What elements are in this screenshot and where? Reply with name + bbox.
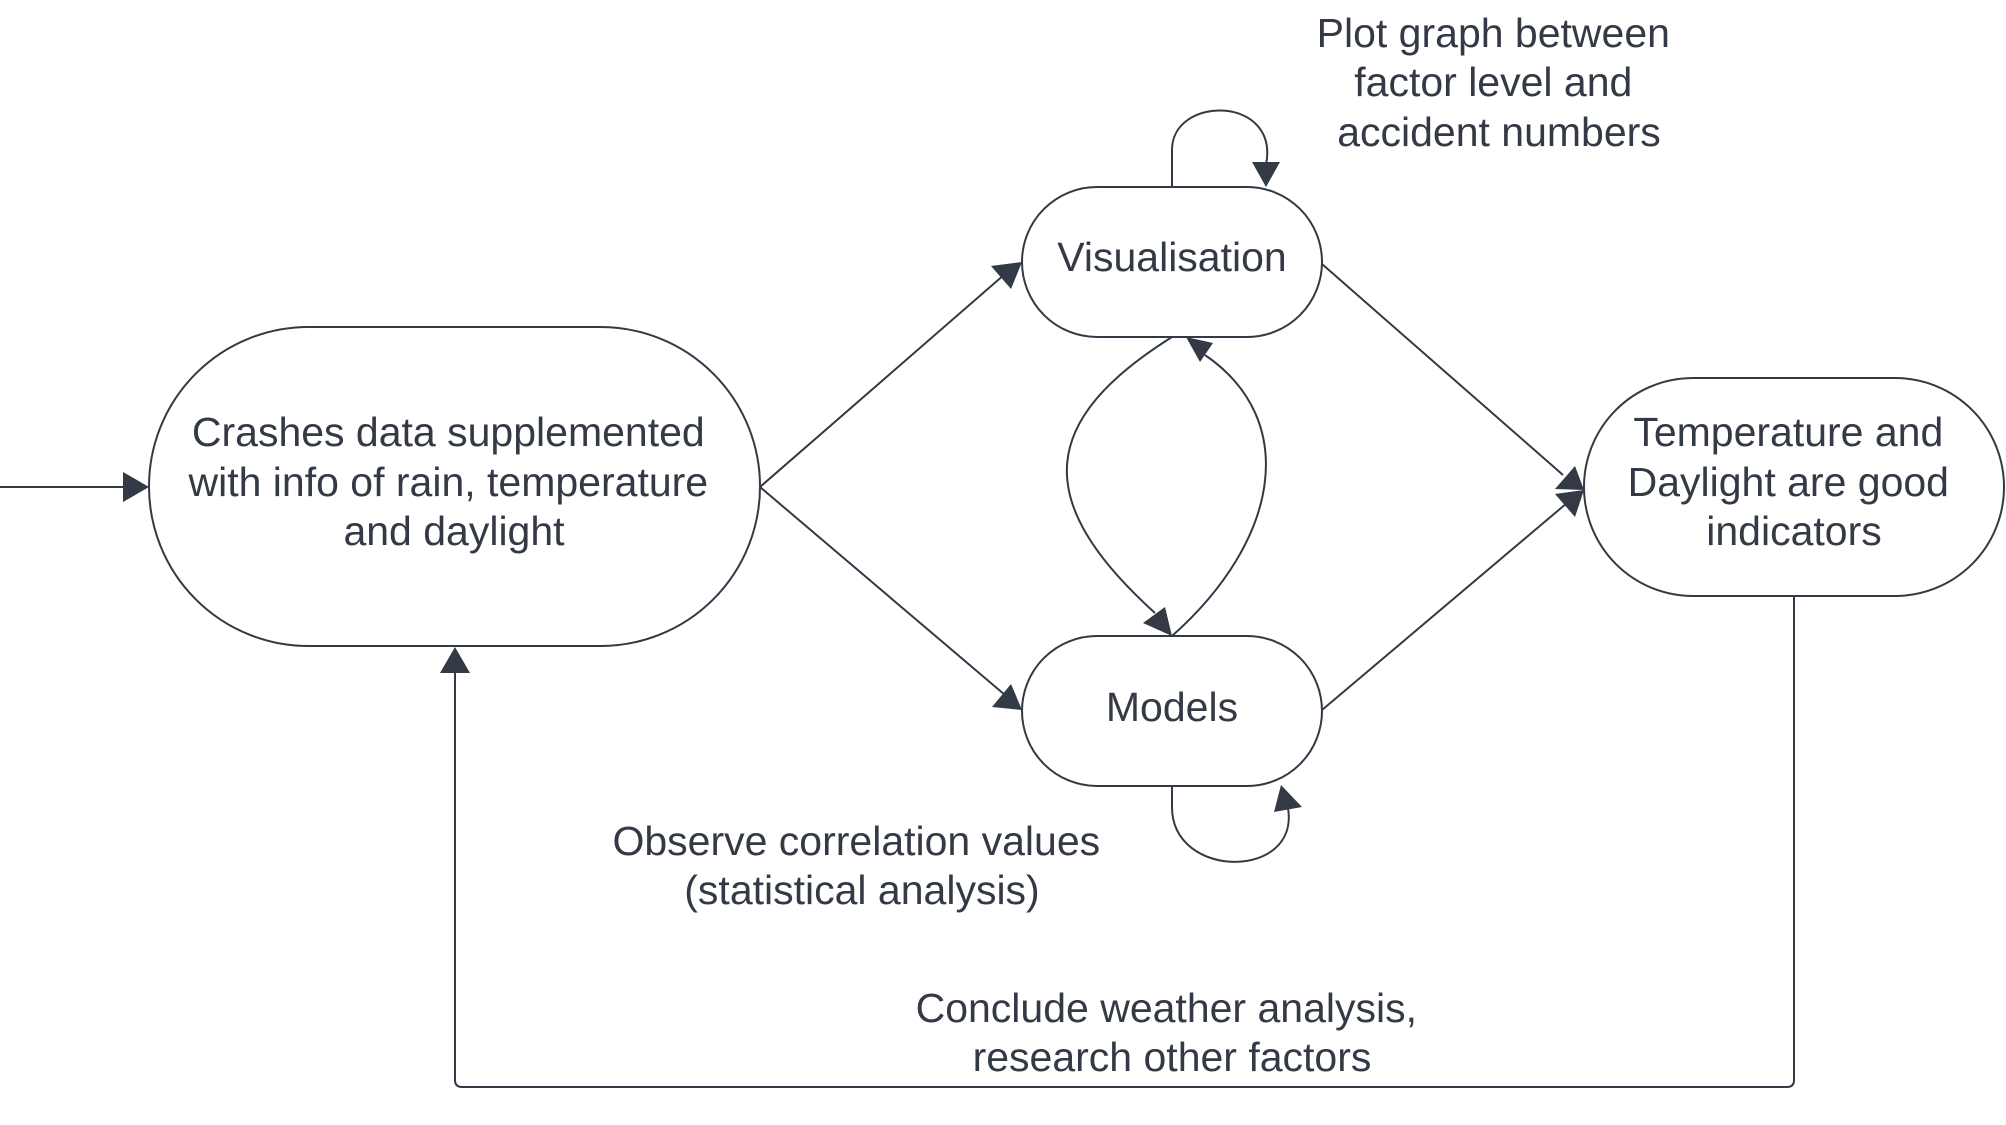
edges (0, 109, 1795, 1088)
models-self-loop (1171, 787, 1290, 863)
indicators-label-line-3: indicators (1706, 508, 1881, 554)
edge-crashes-to-visualisation (759, 273, 1006, 488)
conclude-annotation-line-1: Conclude weather analysis, (916, 985, 1417, 1031)
visualisation-self-loop-arrowhead (1252, 162, 1280, 187)
observe-annotation-line-2: (statistical analysis) (684, 867, 1039, 913)
arrowhead-indicators-from-visualisation (1555, 466, 1584, 490)
indicators-node: Temperature and Daylight are good indica… (1583, 377, 2005, 597)
observe-correlation-annotation: Observe correlation values (statistical … (612, 818, 1111, 913)
models-label: Models (1106, 684, 1238, 730)
edge-crashes-to-models (759, 486, 1006, 696)
visualisation-label: Visualisation (1057, 234, 1286, 280)
feedback-arrowhead-crashes (440, 647, 470, 673)
svg-text:Crashes data supplemented: Crashes data supplemented with info of r… (188, 409, 720, 554)
crashes-data-label-line-2: with info of rain, temperature (188, 459, 709, 505)
plot-annotation-line-3: accident numbers (1337, 109, 1661, 155)
arrowhead-models-from-visualisation (1143, 607, 1172, 636)
feedback-edge-indicators-to-crashes (454, 596, 1795, 1088)
visualisation-self-loop (1171, 109, 1269, 187)
edge-models-to-visualisation (1171, 354, 1267, 637)
visualisation-shape (1021, 186, 1323, 338)
crashes-data-node: Crashes data supplemented with info of r… (148, 326, 761, 647)
edge-models-to-indicators (1321, 502, 1568, 711)
indicators-label-line-1: Temperature and (1633, 409, 1943, 455)
models-shape (1021, 635, 1323, 787)
crashes-data-shape (148, 326, 761, 647)
svg-text:Visualisation: Visualisation (1057, 234, 1286, 280)
conclude-annotation-line-2: research other factors (973, 1034, 1372, 1080)
svg-text:Temperature and Daylight: Temperature and Daylight are good indica… (1628, 409, 1961, 554)
svg-text:Models: Models (1106, 684, 1238, 730)
entry-arrowhead (123, 472, 149, 502)
arrowhead-models-in (992, 684, 1022, 710)
crashes-data-label-line-1: Crashes data supplemented (192, 409, 705, 455)
arrowhead-visualisation-in (991, 262, 1022, 289)
plot-annotation-line-1: Plot graph between (1317, 10, 1670, 56)
plot-annotation-line-2: factor level and (1354, 59, 1632, 105)
crashes-data-label-line-3: and daylight (343, 508, 565, 554)
edge-visualisation-to-indicators (1321, 263, 1564, 476)
visualisation-node: Visualisation (1021, 186, 1323, 338)
indicators-shape (1583, 377, 2005, 597)
observe-annotation-line-1: Observe correlation values (612, 818, 1100, 864)
models-node: Models (1021, 635, 1323, 787)
arrowhead-indicators-from-models (1555, 490, 1584, 517)
edge-visualisation-to-models (1065, 336, 1173, 614)
indicators-label-line-2: Daylight are good (1628, 459, 1949, 505)
models-self-loop-arrowhead (1274, 785, 1302, 812)
plot-graph-annotation: Plot graph between factor level and acci… (1317, 10, 1682, 155)
conclude-annotation: Conclude weather analysis, research othe… (916, 985, 1429, 1080)
arrowhead-visualisation-from-models (1186, 337, 1213, 362)
